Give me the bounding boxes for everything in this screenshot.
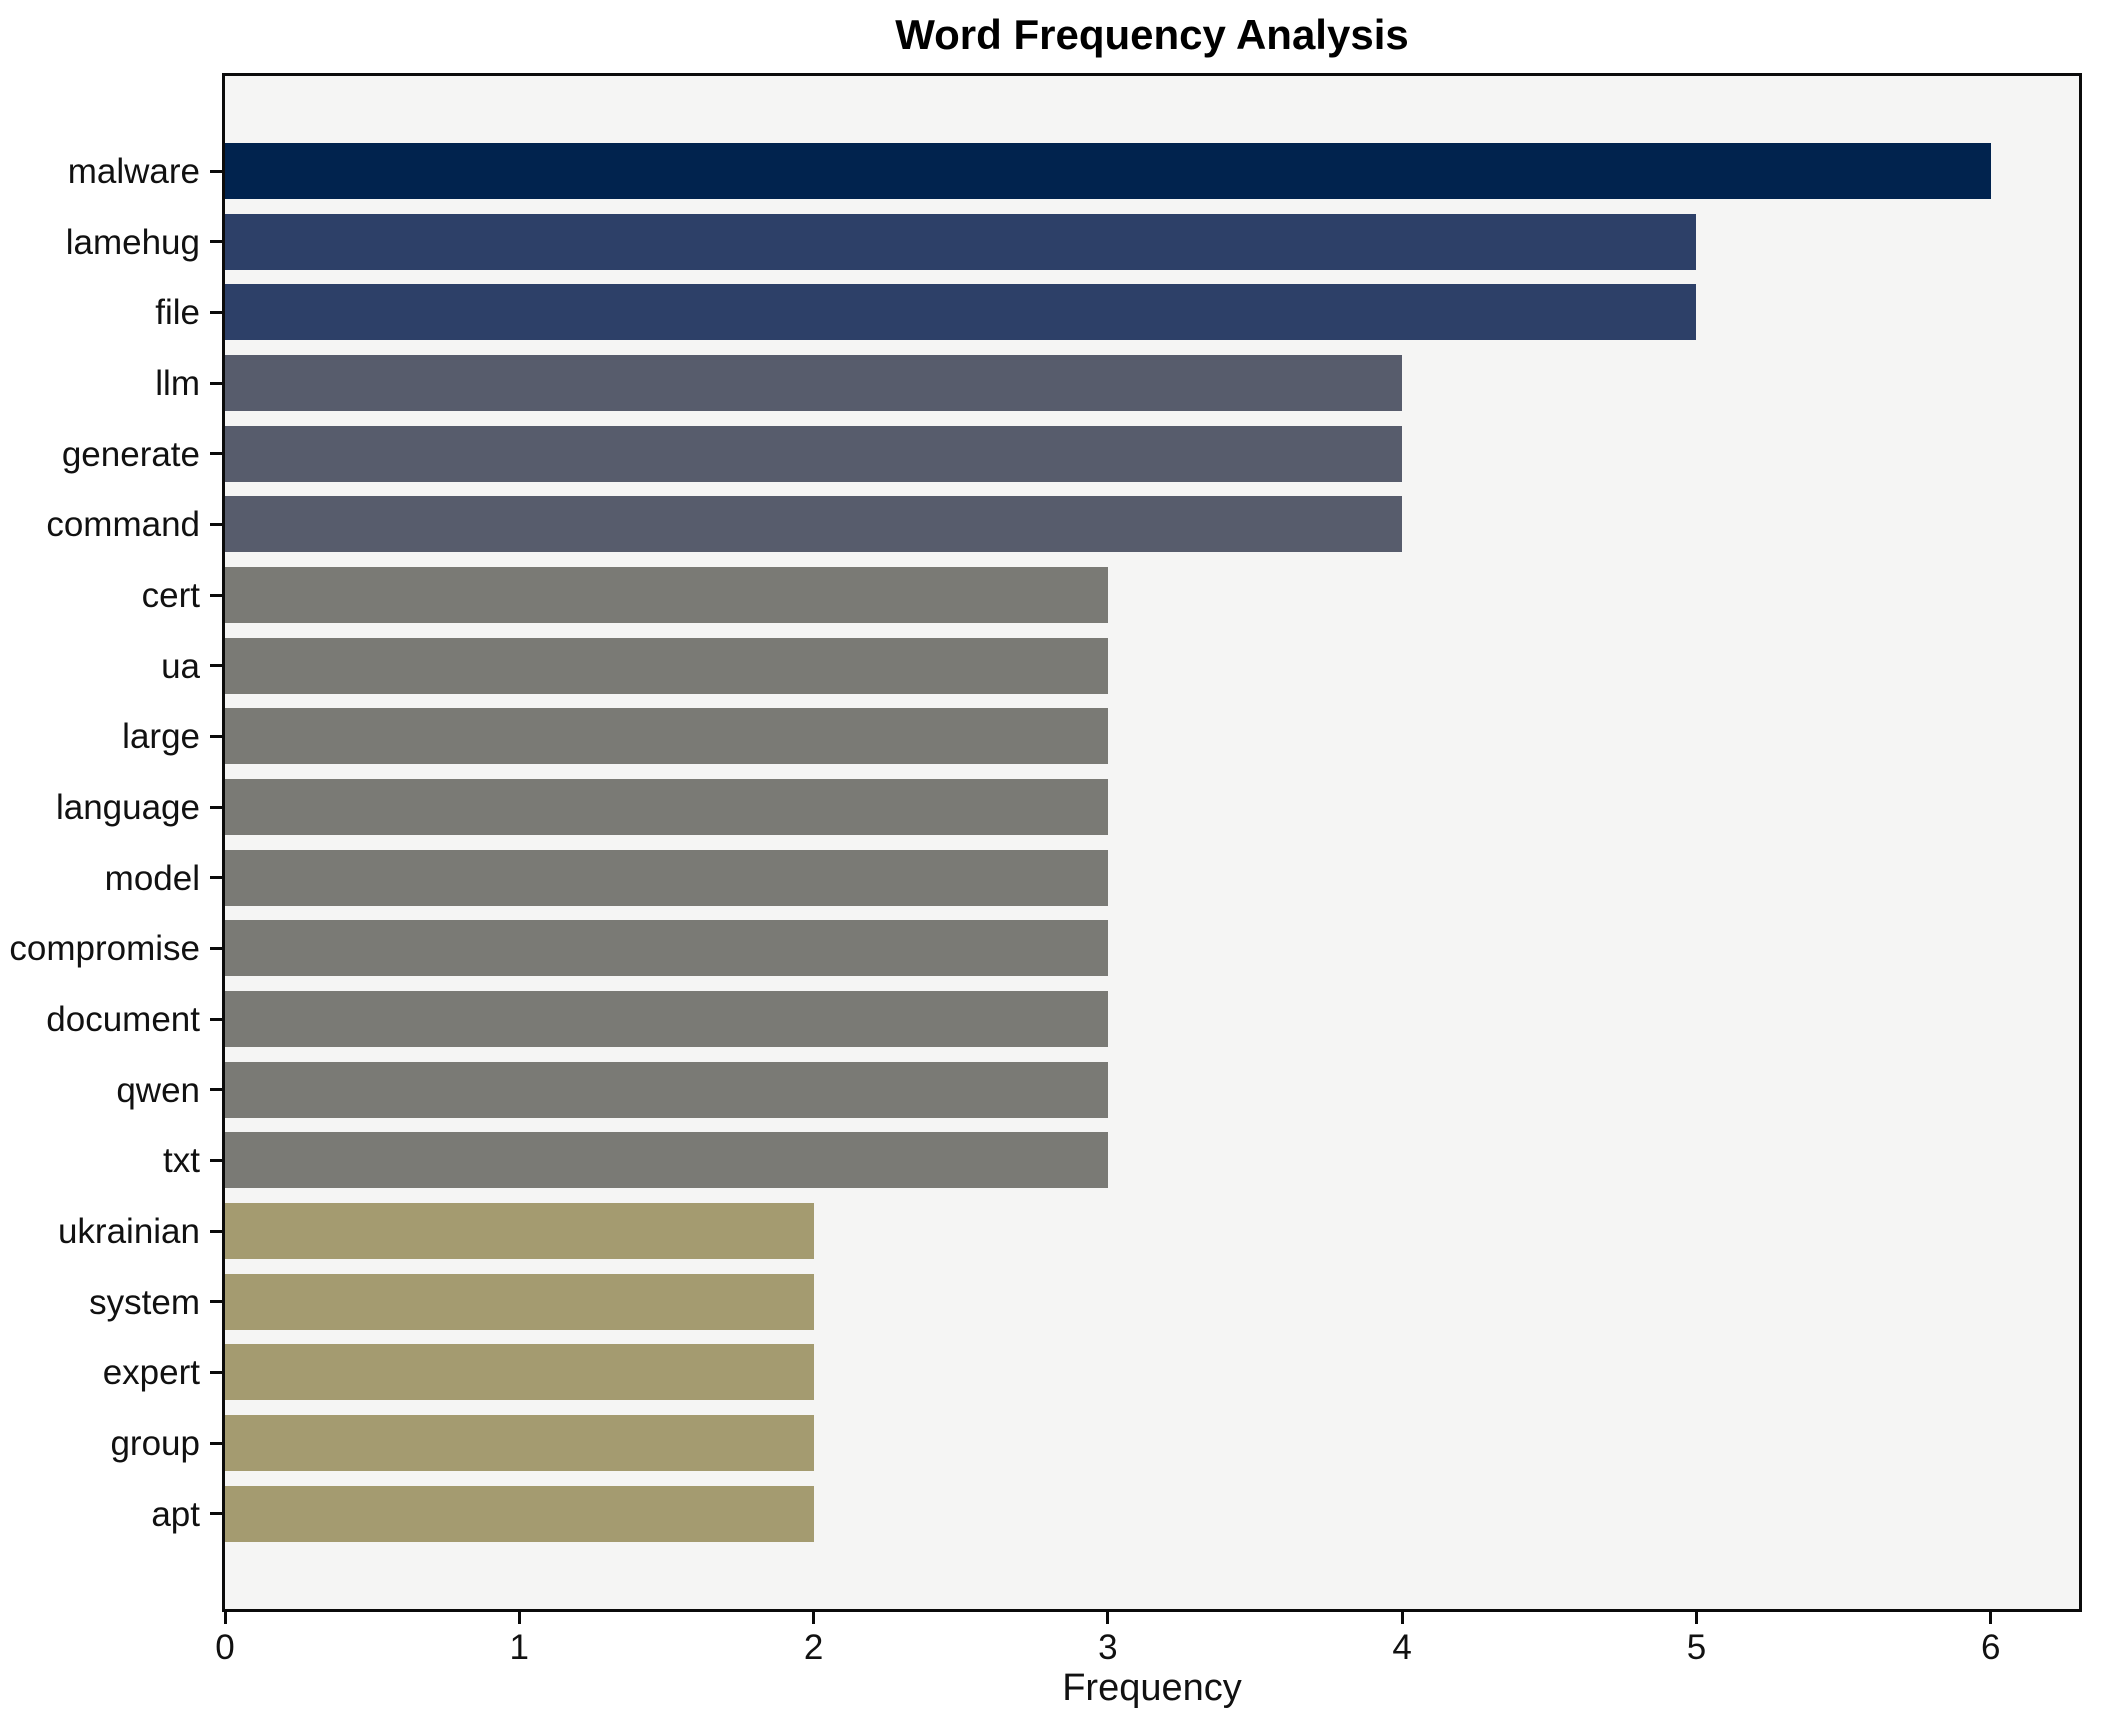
y-tick-label-system: system (89, 1282, 200, 1322)
x-tick-1 (517, 1612, 521, 1624)
y-tick-label-ukrainian: ukrainian (57, 1212, 200, 1252)
x-tick-0 (223, 1612, 227, 1624)
y-tick-label-txt: txt (163, 1141, 200, 1181)
y-tick-label-ua: ua (161, 646, 200, 686)
y-tick-compromise (210, 946, 222, 950)
y-tick-label-llm: llm (155, 364, 200, 403)
bar-ukrainian (225, 1203, 814, 1260)
y-tick-label-malware: malware (67, 152, 200, 191)
y-tick-ua (210, 664, 222, 668)
x-tick-label-3: 3 (1098, 1628, 1118, 1667)
bar-compromise (225, 920, 1108, 977)
x-tick-label-2: 2 (803, 1628, 824, 1667)
y-tick-label-file: file (155, 293, 200, 333)
bar-malware (225, 143, 1991, 199)
y-tick-generate (210, 452, 222, 456)
bar-large (225, 708, 1108, 765)
y-tick-txt (210, 1158, 222, 1162)
x-tick-2 (812, 1612, 816, 1624)
bar-cert (225, 567, 1108, 624)
y-tick-label-generate: generate (61, 434, 200, 474)
y-tick-file (210, 310, 222, 314)
bar-llm (225, 355, 1402, 411)
bar-language (225, 779, 1108, 836)
y-tick-label-large: large (122, 717, 200, 757)
y-tick-label-apt: apt (151, 1494, 200, 1534)
y-tick-label-command: command (46, 505, 200, 545)
bar-file (225, 284, 1696, 341)
x-tick-label-4: 4 (1392, 1628, 1412, 1667)
x-axis-label: Frequency (1062, 1667, 1242, 1709)
bar-group (225, 1415, 814, 1472)
y-tick-model (210, 876, 222, 880)
y-tick-system (210, 1300, 222, 1304)
y-tick-language (210, 805, 222, 809)
bar-system (225, 1273, 814, 1330)
bar-qwen (225, 1061, 1108, 1118)
y-tick-label-lamehug: lamehug (65, 222, 200, 262)
y-tick-label-document: document (46, 1000, 200, 1040)
x-tick-6 (1989, 1612, 1993, 1624)
bar-txt (225, 1132, 1108, 1189)
x-tick-label-5: 5 (1686, 1628, 1707, 1667)
y-tick-label-language: language (55, 788, 200, 828)
y-tick-label-compromise: compromise (9, 929, 200, 969)
bar-command (225, 496, 1402, 553)
y-tick-label-group: group (110, 1424, 200, 1464)
bar-generate (225, 425, 1402, 482)
y-tick-document (210, 1017, 222, 1021)
x-tick-label-1: 1 (509, 1628, 530, 1667)
bar-ua (225, 637, 1108, 694)
y-tick-group (210, 1441, 222, 1445)
bar-apt (225, 1485, 814, 1542)
y-tick-label-qwen: qwen (116, 1070, 200, 1110)
x-tick-5 (1694, 1612, 1698, 1624)
y-tick-command (210, 522, 222, 526)
y-tick-cert (210, 593, 222, 597)
bar-document (225, 991, 1108, 1048)
x-tick-3 (1106, 1612, 1110, 1624)
y-tick-qwen (210, 1088, 222, 1092)
x-tick-4 (1400, 1612, 1404, 1624)
bar-expert (225, 1344, 814, 1401)
y-tick-malware (210, 169, 222, 173)
y-tick-expert (210, 1370, 222, 1374)
bar-lamehug (225, 213, 1696, 270)
y-tick-llm (210, 381, 222, 385)
y-tick-label-cert: cert (141, 576, 200, 616)
bar-model (225, 849, 1108, 906)
y-tick-lamehug (210, 240, 222, 244)
y-tick-apt (210, 1512, 222, 1516)
plot-area (222, 73, 2082, 1612)
x-tick-label-0: 0 (215, 1628, 235, 1667)
x-tick-label-6: 6 (1980, 1628, 2001, 1667)
chart-title: Word Frequency Analysis (895, 11, 1409, 58)
y-tick-ukrainian (210, 1229, 222, 1233)
y-tick-label-expert: expert (102, 1353, 200, 1393)
y-tick-label-model: model (104, 858, 200, 898)
y-tick-large (210, 734, 222, 738)
